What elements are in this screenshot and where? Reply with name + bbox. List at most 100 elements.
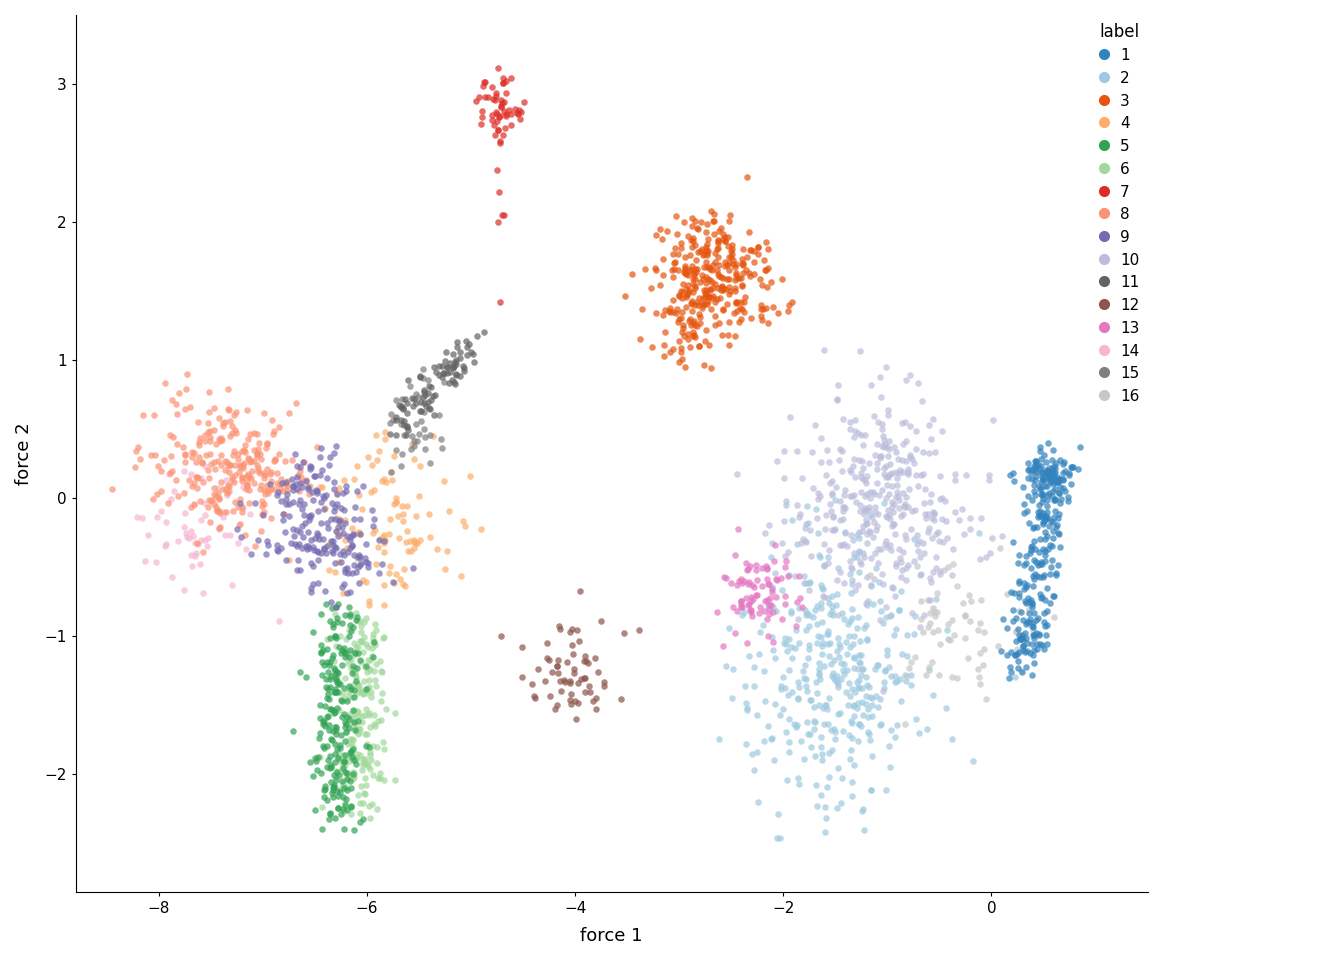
Point — [190, 493, 211, 509]
Point — [758, 577, 780, 592]
Point — [1039, 474, 1060, 490]
Point — [274, 507, 296, 522]
Point — [1043, 443, 1064, 458]
Point — [792, 600, 813, 615]
Point — [323, 684, 344, 700]
Point — [223, 474, 245, 490]
Point — [872, 615, 894, 631]
Point — [433, 366, 454, 381]
Point — [180, 547, 202, 563]
Point — [848, 544, 870, 560]
Point — [341, 749, 363, 764]
Point — [1060, 459, 1082, 474]
Point — [348, 678, 370, 693]
Point — [218, 401, 239, 417]
Point — [788, 635, 809, 650]
Point — [707, 235, 728, 251]
Point — [358, 639, 379, 655]
Point — [875, 782, 896, 798]
Point — [374, 544, 395, 560]
Point — [362, 457, 383, 472]
Point — [336, 725, 358, 740]
Point — [371, 712, 392, 728]
Point — [349, 796, 371, 811]
Point — [220, 425, 242, 441]
Point — [692, 241, 714, 256]
Point — [968, 661, 989, 677]
Point — [347, 613, 368, 629]
Point — [363, 635, 384, 650]
Point — [184, 497, 206, 513]
Point — [851, 681, 872, 696]
Point — [452, 514, 473, 529]
Point — [809, 697, 831, 712]
Point — [827, 643, 848, 659]
Point — [343, 740, 364, 756]
Point — [913, 444, 934, 460]
Point — [1032, 464, 1054, 479]
Point — [298, 509, 320, 524]
Point — [332, 579, 353, 594]
Point — [453, 360, 474, 375]
Point — [844, 413, 866, 428]
Point — [677, 267, 699, 282]
Point — [771, 536, 793, 551]
Point — [343, 644, 364, 660]
Point — [884, 668, 906, 684]
Point — [328, 751, 349, 766]
Point — [895, 561, 917, 576]
Point — [652, 252, 673, 267]
Point — [882, 581, 903, 596]
Point — [829, 512, 851, 527]
Point — [668, 288, 689, 303]
Point — [821, 588, 843, 603]
Point — [698, 337, 719, 352]
Point — [913, 466, 934, 481]
Point — [1005, 611, 1027, 626]
Point — [742, 609, 763, 624]
Point — [333, 707, 355, 722]
Point — [743, 244, 765, 259]
Point — [308, 544, 329, 560]
Point — [336, 528, 358, 543]
Point — [884, 526, 906, 541]
Point — [332, 525, 353, 540]
Point — [704, 309, 726, 324]
Point — [312, 799, 333, 814]
Point — [328, 801, 349, 816]
Point — [821, 487, 843, 502]
Point — [1035, 454, 1056, 469]
Point — [673, 328, 695, 344]
Point — [1025, 612, 1047, 628]
Point — [645, 305, 667, 321]
Point — [835, 684, 856, 700]
Point — [851, 719, 872, 734]
Point — [258, 538, 280, 553]
Point — [344, 645, 366, 660]
Point — [933, 535, 954, 550]
Point — [200, 493, 222, 509]
Point — [872, 466, 894, 481]
Point — [378, 526, 399, 541]
Point — [296, 541, 317, 557]
Point — [922, 625, 943, 640]
Point — [278, 473, 300, 489]
Point — [190, 431, 211, 446]
Point — [934, 562, 956, 577]
Point — [302, 624, 324, 639]
Point — [431, 370, 453, 385]
Point — [324, 746, 345, 761]
Point — [396, 420, 418, 435]
Point — [708, 291, 730, 306]
Point — [914, 481, 935, 496]
Point — [351, 655, 372, 670]
Point — [714, 233, 735, 249]
Point — [348, 488, 370, 503]
Point — [700, 282, 722, 298]
Point — [306, 439, 328, 454]
Point — [1031, 480, 1052, 495]
Point — [234, 438, 255, 453]
Point — [336, 561, 358, 576]
Point — [276, 552, 297, 567]
Point — [804, 748, 825, 763]
